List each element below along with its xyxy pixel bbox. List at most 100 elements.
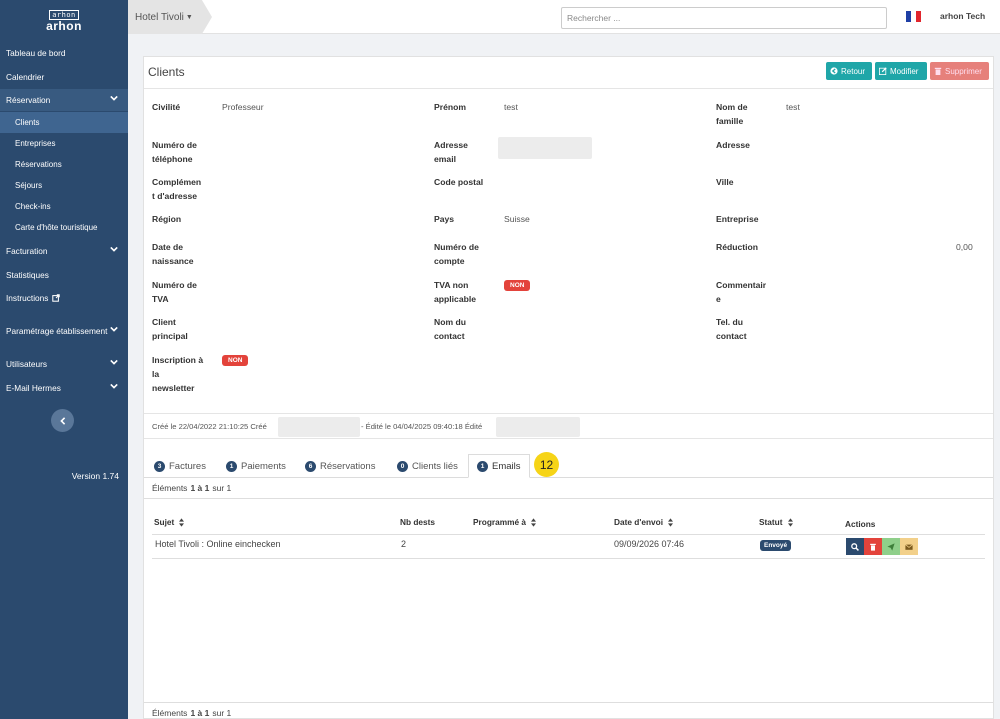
label-line: Numéro de [152,140,197,150]
sidebar-subitem-reservations[interactable]: Réservations [0,154,128,175]
sort-icon [787,517,793,527]
adresse-label: Adresse [716,140,750,150]
french-flag-icon[interactable] [906,11,921,22]
sidebar-subitem-label: Carte d'hôte touristique [15,223,98,232]
sidebar-item-label: Utilisateurs [6,359,48,369]
sidebar-item-instructions[interactable]: Instructions [0,287,128,309]
column-title: Programmé à [473,517,527,527]
view-button[interactable] [846,538,864,555]
civilite-label: Civilité [152,102,181,112]
sidebar-subitem-clients[interactable]: Clients [0,112,128,133]
tab-emails[interactable]: 1 Emails [468,454,530,478]
sidebar-subitem-label: Séjours [15,181,43,190]
column-title: Actions [845,519,876,529]
sidebar-subitem-stays[interactable]: Séjours [0,175,128,196]
column-header-sent-date[interactable]: Date d'envoi [614,517,673,527]
sidebar-item-users[interactable]: Utilisateurs [0,353,128,375]
logo[interactable]: arhon arhon [0,0,128,38]
sidebar-subitem-label: Check-ins [15,202,51,211]
edit-button[interactable]: Modifier [875,62,927,80]
label-line: TVA non [434,280,469,290]
sidebar-item-billing[interactable]: Facturation [0,240,128,262]
tab-label: Emails [492,460,521,472]
label-line: famille [716,116,744,126]
column-header-status[interactable]: Statut [759,517,793,527]
tel-contact-label: Tel. du contact [716,315,747,343]
label-line: Complémen [152,177,202,187]
sidebar-item-calendar[interactable]: Calendrier [0,66,128,88]
tva-label: Numéro de TVA [152,278,197,306]
label-line: naissance [152,256,194,266]
open-email-button[interactable] [900,538,918,555]
email-subject: Hotel Tivoli : Online einchecken [155,539,281,549]
label-line: Date de [152,242,184,252]
table-row[interactable]: Hotel Tivoli : Online einchecken 2 09/09… [144,536,993,558]
nom-value: test [786,102,800,112]
pagination-info-bottom: Éléments 1 à 1 sur 1 [144,703,993,719]
label-line: Commentair [716,280,767,290]
edit-icon [879,67,887,75]
sidebar-item-statistics[interactable]: Statistiques [0,264,128,286]
column-title: Date d'envoi [614,517,663,527]
caret-down-icon: ▼ [185,13,193,21]
page-title: Clients [148,65,185,79]
code-postal-label: Code postal [434,177,484,187]
sidebar-item-label: Statistiques [6,270,49,280]
tab-payments[interactable]: 1 Paiements [218,454,294,478]
pager-suffix: sur 1 [212,708,232,718]
newsletter-label: Inscription à la newsletter [152,353,203,395]
sidebar-item-label: Instructions [6,293,49,303]
trash-icon [934,67,942,75]
reduction-label: Réduction [716,242,759,252]
client-principal-label: Client principal [152,315,188,343]
sidebar-subitem-checkins[interactable]: Check-ins [0,196,128,217]
editor-redacted [496,417,580,437]
sort-icon [668,517,673,527]
sidebar-subitem-companies[interactable]: Entreprises [0,133,128,154]
nom-label: Nom de famille [716,100,748,128]
tab-count: 1 [477,460,488,472]
trash-icon [870,543,876,551]
sidebar-collapse-button[interactable] [51,409,74,432]
chevron-down-icon [110,246,118,252]
created-info: Créé le 22/04/2022 21:10:25 Créé [152,422,267,431]
pager-range: 1 à 1 [190,483,210,493]
envelope-icon [905,543,913,550]
back-button[interactable]: Retour [826,62,872,80]
sidebar-item-label: Facturation [6,246,48,256]
sidebar-item-reservation[interactable]: Réservation [0,89,128,111]
tva-non-applicable-label: TVA non applicable [434,278,476,306]
tab-reservations[interactable]: 6 Réservations [297,454,383,478]
sidebar-item-settings[interactable]: Paramétrage établissement [0,320,128,342]
sidebar-item-dashboard[interactable]: Tableau de bord [0,42,128,64]
user-menu[interactable]: arhon Tech [940,11,986,21]
column-header-recipients: Nb dests [400,517,435,527]
nom-contact-label: Nom du contact [434,315,466,343]
sort-icon [179,517,185,527]
status-badge: Envoyé [760,540,792,551]
tab-invoices[interactable]: 3 Factures [146,454,214,478]
civilite-value: Professeur [222,102,264,112]
region-label: Région [152,214,182,224]
column-header-subject[interactable]: Sujet [154,517,185,527]
label-line: Numéro de [152,280,197,290]
email-recipients: 2 [401,539,407,549]
column-header-scheduled[interactable]: Programmé à [473,517,537,527]
delete-button[interactable]: Supprimer [930,62,989,80]
sort-icon [531,517,537,527]
topbar: Hotel Tivoli ▼ arhon Tech [128,0,1000,34]
hotel-selector[interactable]: Hotel Tivoli ▼ [128,0,212,34]
delete-email-button[interactable] [864,538,882,555]
label-line: Inscription à [152,355,204,365]
prenom-value: test [504,102,518,112]
sidebar-item-email-hermes[interactable]: E-Mail Hermes [0,377,128,399]
resend-button[interactable] [882,538,900,555]
sidebar-item-label: Paramétrage établissement [6,326,108,336]
search-input[interactable] [561,7,887,29]
complement-label: Complémen t d'adresse [152,175,201,203]
tab-linked-clients[interactable]: 0 Clients liés [389,454,466,478]
sidebar-subitem-guest-card[interactable]: Carte d'hôte touristique [0,217,128,238]
panel-header: Clients Retour Modifier Supprimer [144,57,993,89]
column-title: Sujet [154,517,175,527]
sidebar-subitem-label: Clients [15,118,40,127]
